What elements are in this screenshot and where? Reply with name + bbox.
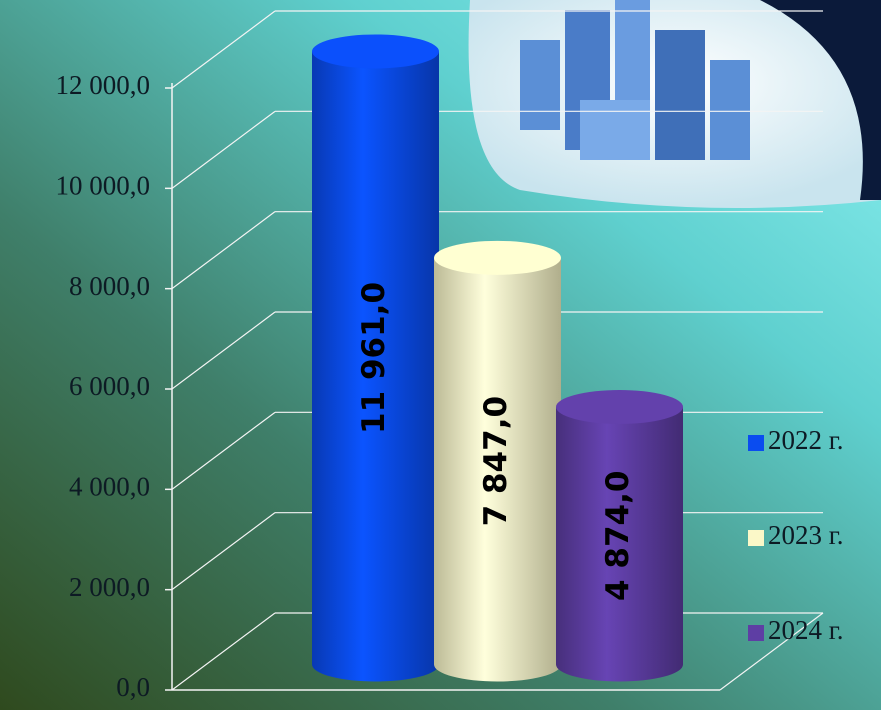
bar-top bbox=[556, 389, 683, 424]
bar-top bbox=[434, 240, 561, 275]
legend: 2022 г. 2023 г. 2024 г. bbox=[748, 425, 844, 645]
grid-line-side bbox=[171, 211, 276, 290]
y-tick-label: 10 000,0 bbox=[56, 171, 151, 201]
legend-label: 2022 г. bbox=[768, 425, 844, 455]
floor-edge bbox=[719, 612, 824, 691]
legend-label: 2024 г. bbox=[768, 615, 844, 645]
legend-swatch bbox=[748, 625, 764, 641]
y-tick-label: 6 000,0 bbox=[69, 371, 150, 401]
y-tick-label: 0,0 bbox=[116, 672, 150, 702]
value-label: 4 874,0 bbox=[600, 471, 636, 601]
bar bbox=[434, 257, 561, 682]
grid-line-side bbox=[171, 512, 276, 591]
legend-swatch bbox=[748, 435, 764, 451]
grid-line-side bbox=[171, 110, 276, 189]
bar bbox=[556, 406, 683, 682]
legend-swatch bbox=[748, 530, 764, 546]
grid: 0,0 2 000,0 4 000,0 6 000,0 8 000,0 10 000,0 1… bbox=[56, 10, 824, 702]
y-tick-label: 12 000,0 bbox=[56, 70, 151, 100]
y-tick-label: 2 000,0 bbox=[69, 572, 150, 602]
grid-line-side bbox=[171, 311, 276, 390]
value-label: 7 847,0 bbox=[478, 396, 514, 526]
grid-line-side bbox=[171, 10, 276, 89]
bar bbox=[312, 51, 439, 682]
legend-label: 2023 г. bbox=[768, 520, 844, 550]
building-image bbox=[468, 0, 881, 208]
value-label: 11 961,0 bbox=[356, 282, 392, 434]
bar-top bbox=[312, 34, 439, 69]
grid-line-side bbox=[171, 612, 276, 691]
grid-line-side bbox=[171, 411, 276, 490]
y-tick-label: 4 000,0 bbox=[69, 472, 150, 502]
bars: 11 961,0 7 847,0 4 874,0 bbox=[312, 34, 683, 682]
y-tick-label: 8 000,0 bbox=[69, 271, 150, 301]
